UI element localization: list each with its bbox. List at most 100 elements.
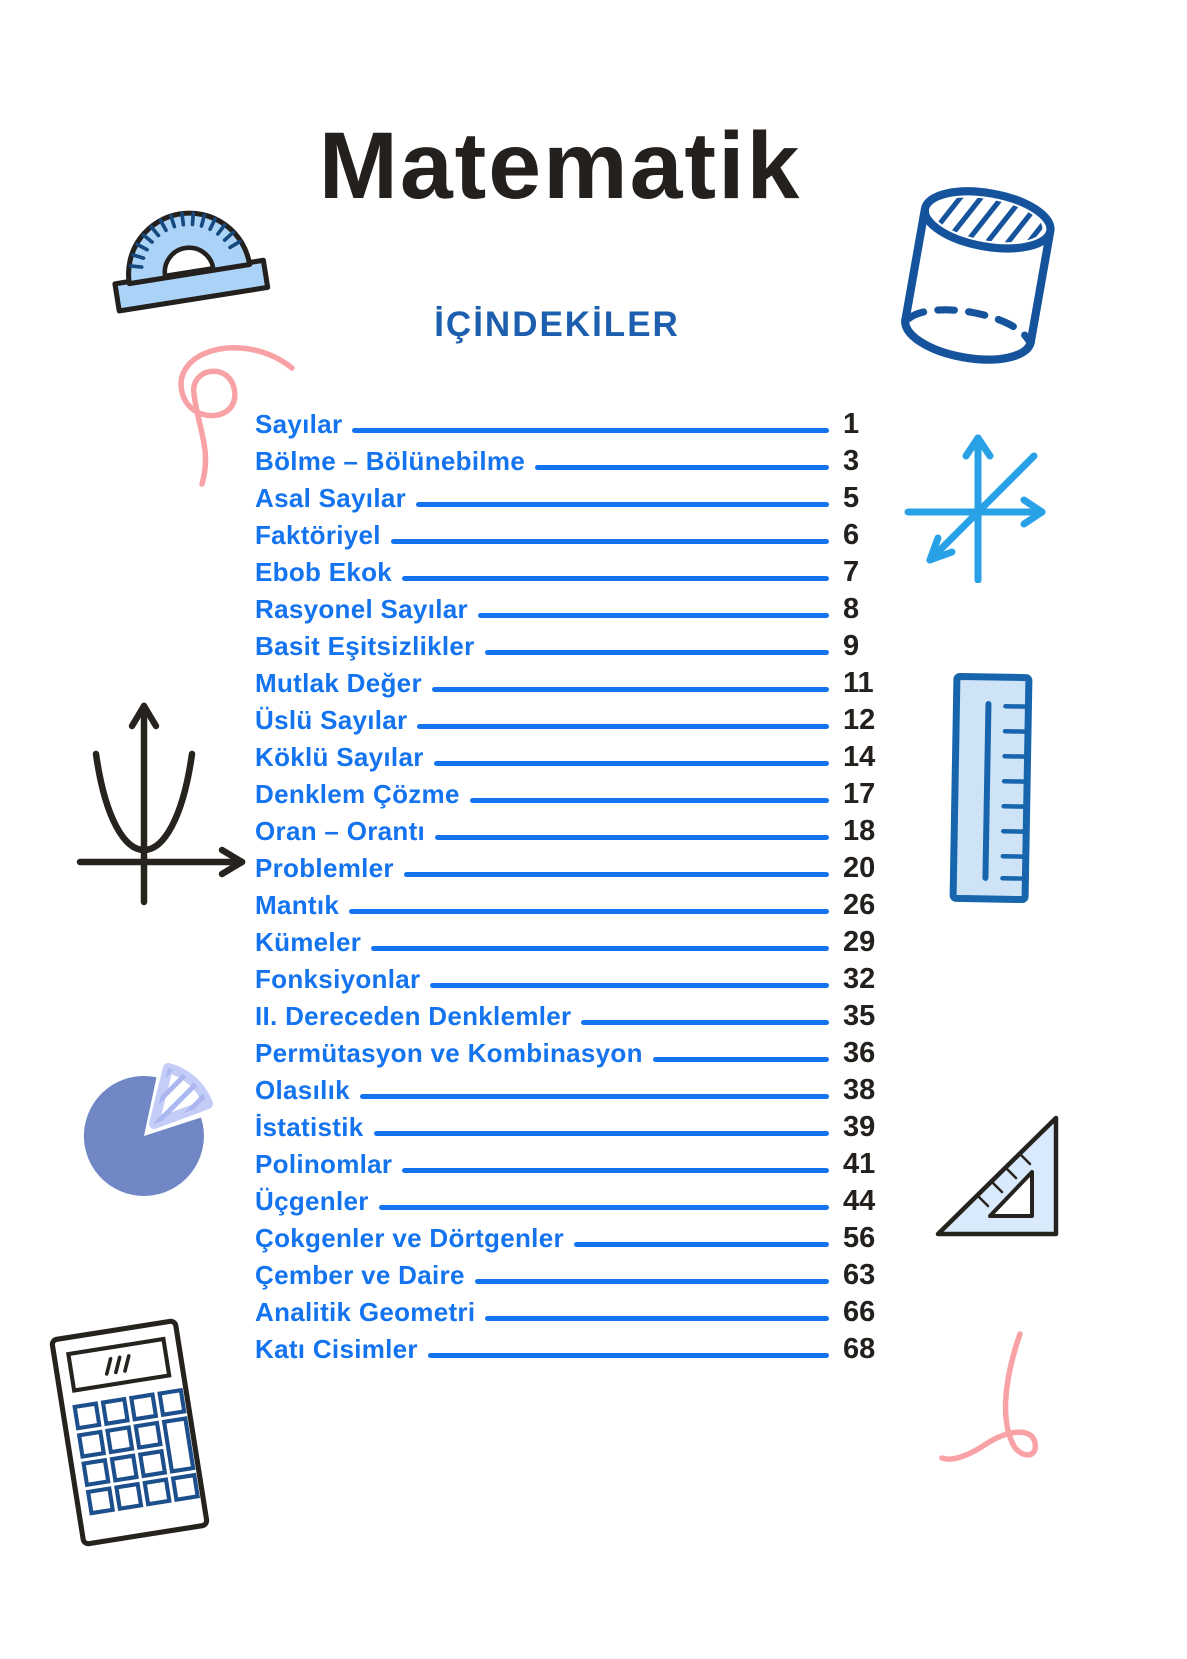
toc-entry: Köklü Sayılar 14 xyxy=(255,741,895,773)
ruler-icon xyxy=(948,671,1034,904)
contents-heading: İÇİNDEKİLER xyxy=(434,305,680,344)
toc-entry-page-number: 12 xyxy=(843,703,876,736)
toc-entry-page-number: 38 xyxy=(843,1074,876,1107)
toc-leader-line xyxy=(373,1131,829,1137)
toc-entry-page-number: 1 xyxy=(843,407,860,440)
page-title: Matematik xyxy=(318,113,802,219)
toc-entry: Basit Eşitsizlikler 9 xyxy=(255,630,895,662)
toc-entry-page-number: 68 xyxy=(843,1333,876,1366)
toc-entry-page-number: 44 xyxy=(843,1185,876,1218)
toc-entry: Oran – Orantı 18 xyxy=(255,815,895,847)
toc-entry-label: Analitik Geometri xyxy=(255,1297,476,1328)
toc-entry-label: Asal Sayılar xyxy=(255,482,407,513)
toc-entry-label: Üslü Sayılar xyxy=(255,704,408,735)
toc-entry-label: Permütasyon ve Kombinasyon xyxy=(255,1038,643,1069)
toc-entry: İstatistik 39 xyxy=(255,1111,895,1144)
toc-leader-line xyxy=(484,649,829,655)
toc-entry: Çember ve Daire 63 xyxy=(255,1259,895,1292)
toc-entry: Ebob Ekok 7 xyxy=(255,556,895,588)
toc-entry-label: Ebob Ekok xyxy=(255,556,393,587)
toc-entry-page-number: 41 xyxy=(843,1148,876,1181)
toc-entry: Asal Sayılar 5 xyxy=(255,482,895,514)
toc-leader-line xyxy=(378,1205,829,1211)
toc-entry-label: Mutlak Değer xyxy=(255,667,422,698)
toc-entry: Olasılık 38 xyxy=(255,1074,895,1107)
toc-leader-line xyxy=(359,1094,829,1100)
ribbon-squiggle-top-icon xyxy=(140,330,305,505)
toc-entry-page-number: 35 xyxy=(843,1000,876,1032)
toc-entry-page-number: 36 xyxy=(843,1037,876,1070)
toc-leader-line xyxy=(477,612,829,618)
toc-leader-line xyxy=(403,871,829,877)
toc-entry: Faktöriyel 6 xyxy=(255,519,895,551)
toc-leader-line xyxy=(581,1020,829,1025)
toc-entry: Permütasyon ve Kombinasyon 36 xyxy=(255,1037,895,1070)
toc-leader-line xyxy=(431,686,829,692)
toc-entry: Bölme – Bölünebilme 3 xyxy=(255,445,895,477)
toc-entry-label: Rasyonel Sayılar xyxy=(255,593,468,624)
toc-entry-label: Kümeler xyxy=(255,926,362,957)
toc-entry-label: Çokgenler ve Dörtgenler xyxy=(255,1223,564,1254)
toc-entry-label: Üçgenler xyxy=(255,1186,369,1217)
toc-leader-line xyxy=(474,1279,829,1285)
toc-entry-label: Polinomlar xyxy=(255,1149,393,1180)
toc-leader-line xyxy=(435,834,829,840)
toc-leader-line xyxy=(402,575,829,581)
toc-entry-page-number: 7 xyxy=(843,555,860,588)
toc-leader-line xyxy=(349,908,829,914)
toc-entry: Katı Cisimler 68 xyxy=(255,1333,895,1366)
axes-3d-icon xyxy=(900,428,1052,583)
ribbon-squiggle-bottom-icon xyxy=(938,1328,1113,1493)
toc-entry-label: Bölme – Bölünebilme xyxy=(255,445,526,476)
toc-entry: Denklem Çözme 17 xyxy=(255,778,895,810)
toc-entry-label: Basit Eşitsizlikler xyxy=(255,630,475,661)
toc-entry-label: Köklü Sayılar xyxy=(255,741,424,772)
toc-entry-page-number: 14 xyxy=(843,740,876,773)
toc-leader-line xyxy=(427,1353,829,1359)
toc-entry-page-number: 29 xyxy=(843,925,876,958)
toc-entry-page-number: 8 xyxy=(843,592,860,625)
toc-leader-line xyxy=(352,427,829,433)
toc-entry-page-number: 39 xyxy=(843,1111,876,1144)
toc-leader-line xyxy=(433,760,829,766)
toc-entry-label: Faktöriyel xyxy=(255,519,381,550)
toc-entry: Mutlak Değer 11 xyxy=(255,667,895,699)
calculator-icon xyxy=(46,1316,213,1549)
toc-entry-page-number: 11 xyxy=(843,666,874,699)
toc-entry-page-number: 17 xyxy=(843,777,876,810)
toc-entry: Fonksiyonlar 32 xyxy=(255,963,895,995)
toc-entry-page-number: 20 xyxy=(843,851,876,884)
toc-list: Sayılar 1 Bölme – Bölünebilme 3 Asal Say… xyxy=(255,408,895,1366)
toc-entry: Mantık 26 xyxy=(255,889,895,921)
toc-entry-label: Oran – Orantı xyxy=(255,815,426,846)
toc-leader-line xyxy=(371,945,829,951)
toc-leader-line xyxy=(652,1057,829,1063)
toc-entry-label: II. Dereceden Denklemler xyxy=(255,1001,572,1031)
toc-entry-page-number: 6 xyxy=(843,518,860,551)
toc-entry-page-number: 3 xyxy=(843,444,860,477)
toc-entry-label: Çember ve Daire xyxy=(255,1260,465,1291)
toc-leader-line xyxy=(416,501,829,507)
toc-entry-page-number: 9 xyxy=(843,629,860,662)
toc-entry: Kümeler 29 xyxy=(255,926,895,958)
toc-entry-page-number: 66 xyxy=(843,1296,876,1329)
toc-leader-line xyxy=(417,723,829,729)
parabola-icon xyxy=(72,692,257,907)
toc-entry-label: İstatistik xyxy=(255,1112,364,1143)
toc-leader-line xyxy=(469,797,829,803)
toc-entry-label: Denklem Çözme xyxy=(255,778,460,809)
toc-entry: Problemler 20 xyxy=(255,852,895,884)
toc-entry-label: Problemler xyxy=(255,852,394,883)
toc-entry-label: Fonksiyonlar xyxy=(255,963,421,994)
toc-entry: Polinomlar 41 xyxy=(255,1148,895,1181)
toc-leader-line xyxy=(485,1316,829,1322)
toc-entry-page-number: 18 xyxy=(843,814,876,847)
toc-leader-line xyxy=(430,982,829,988)
toc-entry: Sayılar 1 xyxy=(255,408,895,440)
set-square-icon xyxy=(928,1108,1070,1246)
toc-entry-page-number: 56 xyxy=(843,1222,876,1255)
toc-entry: Çokgenler ve Dörtgenler 56 xyxy=(255,1222,895,1255)
toc-entry-page-number: 5 xyxy=(843,481,860,514)
protractor-icon xyxy=(94,171,278,327)
